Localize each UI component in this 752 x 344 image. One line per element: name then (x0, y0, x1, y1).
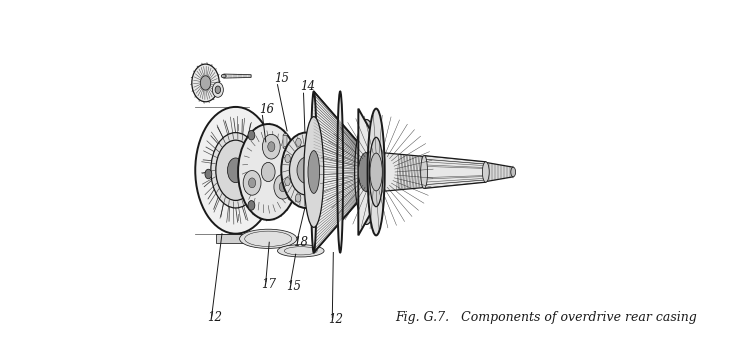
Text: Fig. G.7.   Components of overdrive rear casing: Fig. G.7. Components of overdrive rear c… (395, 311, 697, 324)
Ellipse shape (216, 140, 256, 201)
Ellipse shape (511, 167, 516, 177)
Ellipse shape (285, 178, 290, 186)
Ellipse shape (284, 133, 287, 136)
Polygon shape (216, 234, 259, 243)
Ellipse shape (311, 92, 317, 252)
Ellipse shape (262, 162, 275, 182)
Ellipse shape (291, 152, 296, 154)
Ellipse shape (420, 155, 428, 189)
Ellipse shape (337, 92, 343, 252)
Polygon shape (424, 155, 486, 189)
Text: 12: 12 (208, 311, 223, 324)
Ellipse shape (279, 182, 287, 192)
Ellipse shape (284, 171, 287, 173)
Ellipse shape (268, 142, 275, 152)
Polygon shape (289, 186, 293, 199)
Ellipse shape (262, 135, 280, 159)
Ellipse shape (291, 176, 296, 178)
Ellipse shape (369, 137, 383, 207)
Ellipse shape (355, 120, 378, 224)
Ellipse shape (296, 180, 299, 182)
Ellipse shape (289, 185, 293, 187)
Ellipse shape (274, 174, 292, 199)
Ellipse shape (296, 194, 301, 202)
Text: 18: 18 (293, 236, 308, 249)
Ellipse shape (211, 132, 260, 208)
Ellipse shape (281, 132, 331, 208)
Ellipse shape (205, 169, 212, 179)
Ellipse shape (291, 139, 296, 141)
Ellipse shape (359, 137, 374, 207)
Ellipse shape (296, 138, 302, 147)
Ellipse shape (290, 146, 323, 195)
Ellipse shape (277, 245, 324, 257)
Ellipse shape (291, 163, 296, 165)
Polygon shape (359, 109, 376, 235)
Text: 17: 17 (262, 278, 277, 291)
Ellipse shape (238, 124, 299, 220)
Polygon shape (291, 164, 296, 177)
Polygon shape (314, 92, 366, 155)
Ellipse shape (482, 162, 490, 182)
Polygon shape (223, 74, 251, 78)
Ellipse shape (284, 147, 287, 149)
Text: 16: 16 (259, 103, 274, 116)
Polygon shape (486, 162, 513, 182)
Ellipse shape (227, 158, 244, 183)
Text: 15: 15 (287, 280, 302, 293)
Ellipse shape (285, 154, 290, 163)
Ellipse shape (196, 107, 276, 234)
Ellipse shape (221, 74, 226, 78)
Polygon shape (284, 159, 287, 172)
Ellipse shape (200, 76, 211, 90)
Polygon shape (291, 140, 296, 153)
Ellipse shape (322, 155, 327, 163)
Ellipse shape (368, 109, 385, 235)
Ellipse shape (240, 229, 297, 248)
Ellipse shape (284, 158, 287, 160)
Polygon shape (314, 189, 366, 252)
Ellipse shape (248, 178, 256, 188)
Polygon shape (314, 92, 366, 252)
Text: 14: 14 (300, 80, 315, 94)
Ellipse shape (248, 201, 255, 210)
Polygon shape (296, 181, 299, 194)
Ellipse shape (212, 82, 223, 97)
Text: 12: 12 (328, 313, 343, 326)
Ellipse shape (308, 151, 320, 193)
Ellipse shape (359, 152, 374, 192)
Ellipse shape (248, 130, 255, 140)
Polygon shape (376, 152, 431, 192)
Text: 15: 15 (274, 72, 289, 85)
Polygon shape (284, 135, 287, 148)
Ellipse shape (215, 86, 220, 94)
Ellipse shape (311, 138, 317, 147)
Ellipse shape (192, 64, 220, 102)
Ellipse shape (370, 153, 382, 191)
Ellipse shape (289, 198, 293, 200)
Ellipse shape (311, 194, 316, 202)
Ellipse shape (321, 178, 327, 186)
Ellipse shape (243, 171, 261, 195)
Ellipse shape (296, 193, 299, 195)
Ellipse shape (297, 157, 315, 183)
Ellipse shape (304, 117, 323, 227)
